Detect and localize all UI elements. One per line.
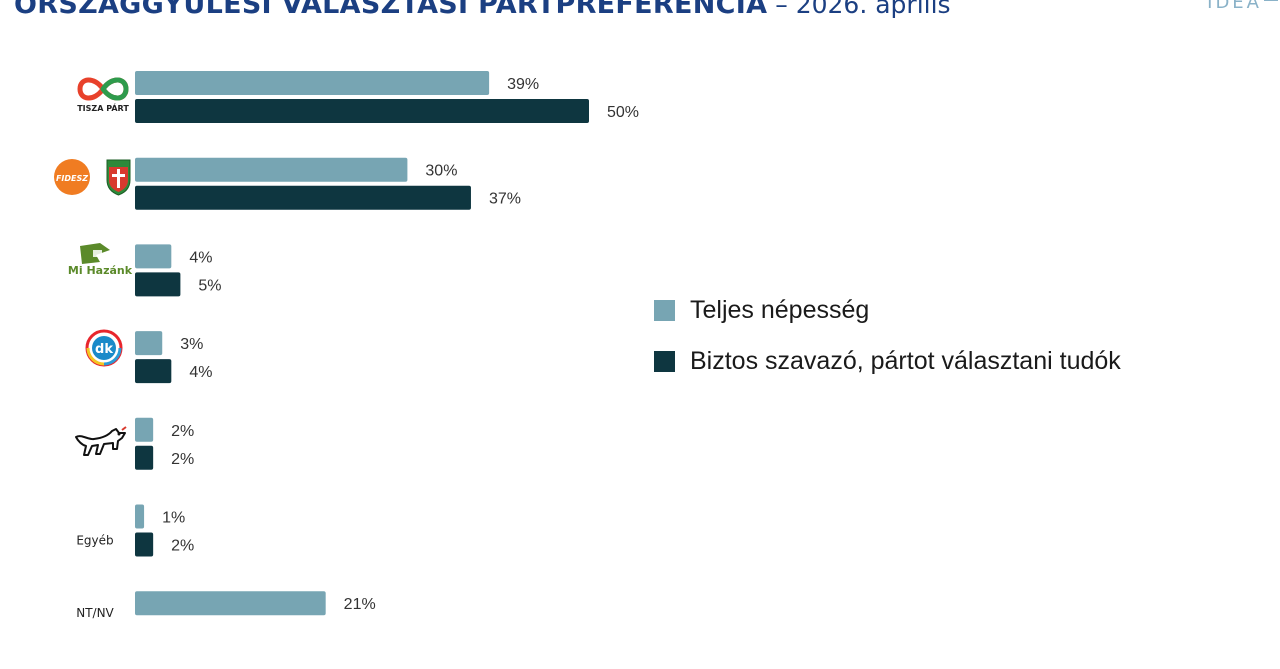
dk-logo-text: dk: [95, 342, 113, 357]
category-label: NT/NV: [76, 606, 114, 620]
tisza-infinity-logo: TISZA PÁRT: [77, 77, 129, 113]
mi-hazank-flag-logo: Mi Hazánk: [68, 243, 133, 277]
value-label-total: 30%: [425, 163, 457, 180]
bar-sure-voters: [135, 359, 172, 384]
legend: Teljes népesség Biztos szavazó, pártot v…: [654, 292, 1121, 394]
bar-total: [135, 331, 163, 356]
bar-total: [135, 244, 172, 269]
value-label-sure-voters: 4%: [189, 364, 212, 381]
brand-logo: IDEA: [1207, 0, 1262, 13]
fidesz-kdnp-logo: FIDESZ: [54, 159, 131, 196]
legend-label-total: Teljes népesség: [690, 295, 870, 324]
value-label-total: 4%: [189, 249, 212, 266]
value-label-sure-voters: 2%: [171, 538, 194, 555]
bar-total: [135, 591, 326, 616]
bars: [135, 71, 589, 616]
mi-hazank-logo-text: Mi Hazánk: [68, 264, 133, 277]
bar-sure-voters: [135, 272, 181, 297]
legend-item-total: Teljes népesség: [654, 292, 1121, 328]
bar-sure-voters: [135, 445, 154, 470]
tisza-logo-text: TISZA PÁRT: [77, 102, 129, 113]
value-label-sure-voters: 37%: [489, 191, 521, 208]
category-labels: Egyéb NT/NV: [76, 534, 114, 621]
value-label-total: 3%: [180, 336, 203, 353]
bar-sure-voters: [135, 185, 471, 210]
bar-total: [135, 71, 490, 95]
value-label-total: 39%: [507, 76, 539, 93]
bar-sure-voters: [135, 532, 154, 557]
chart-title: ORSZÁGGYŰLÉSI VÁLASZTÁSI PÁRTPREFERENCIA…: [14, 0, 951, 22]
title-main: ORSZÁGGYŰLÉSI VÁLASZTÁSI PÁRTPREFERENCIA: [14, 0, 768, 20]
title-date: – 2026. április: [767, 0, 951, 19]
brand-accent-line: [1264, 0, 1278, 1]
mkkp-dog-logo: [75, 426, 127, 456]
value-label-total: 1%: [162, 510, 185, 527]
legend-item-sure-voters: Biztos szavazó, pártot választani tudók: [654, 343, 1121, 379]
fidesz-logo-text: FIDESZ: [56, 174, 88, 183]
party-logos: TISZA PÁRT FIDESZ Mi Hazánk dk: [54, 77, 133, 456]
bar-total: [135, 504, 145, 529]
value-labels: 39% 50% 30% 37% 4% 5% 3% 4% 2% 2% 1% 2% 21%: [162, 76, 639, 613]
legend-label-sure-voters: Biztos szavazó, pártot választani tudók: [690, 346, 1121, 375]
category-label: Egyéb: [76, 534, 113, 548]
value-label-sure-voters: 5%: [198, 277, 221, 294]
value-label-sure-voters: 50%: [607, 104, 639, 121]
dk-logo: dk: [85, 329, 123, 367]
value-label-total: 2%: [171, 423, 194, 440]
value-label-sure-voters: 2%: [171, 451, 194, 468]
bar-total: [135, 157, 408, 182]
legend-swatch-sure-voters: [654, 350, 675, 372]
legend-swatch-total: [654, 299, 675, 321]
value-label-total: 21%: [344, 596, 376, 613]
bar-sure-voters: [135, 99, 589, 123]
bar-total: [135, 417, 154, 442]
